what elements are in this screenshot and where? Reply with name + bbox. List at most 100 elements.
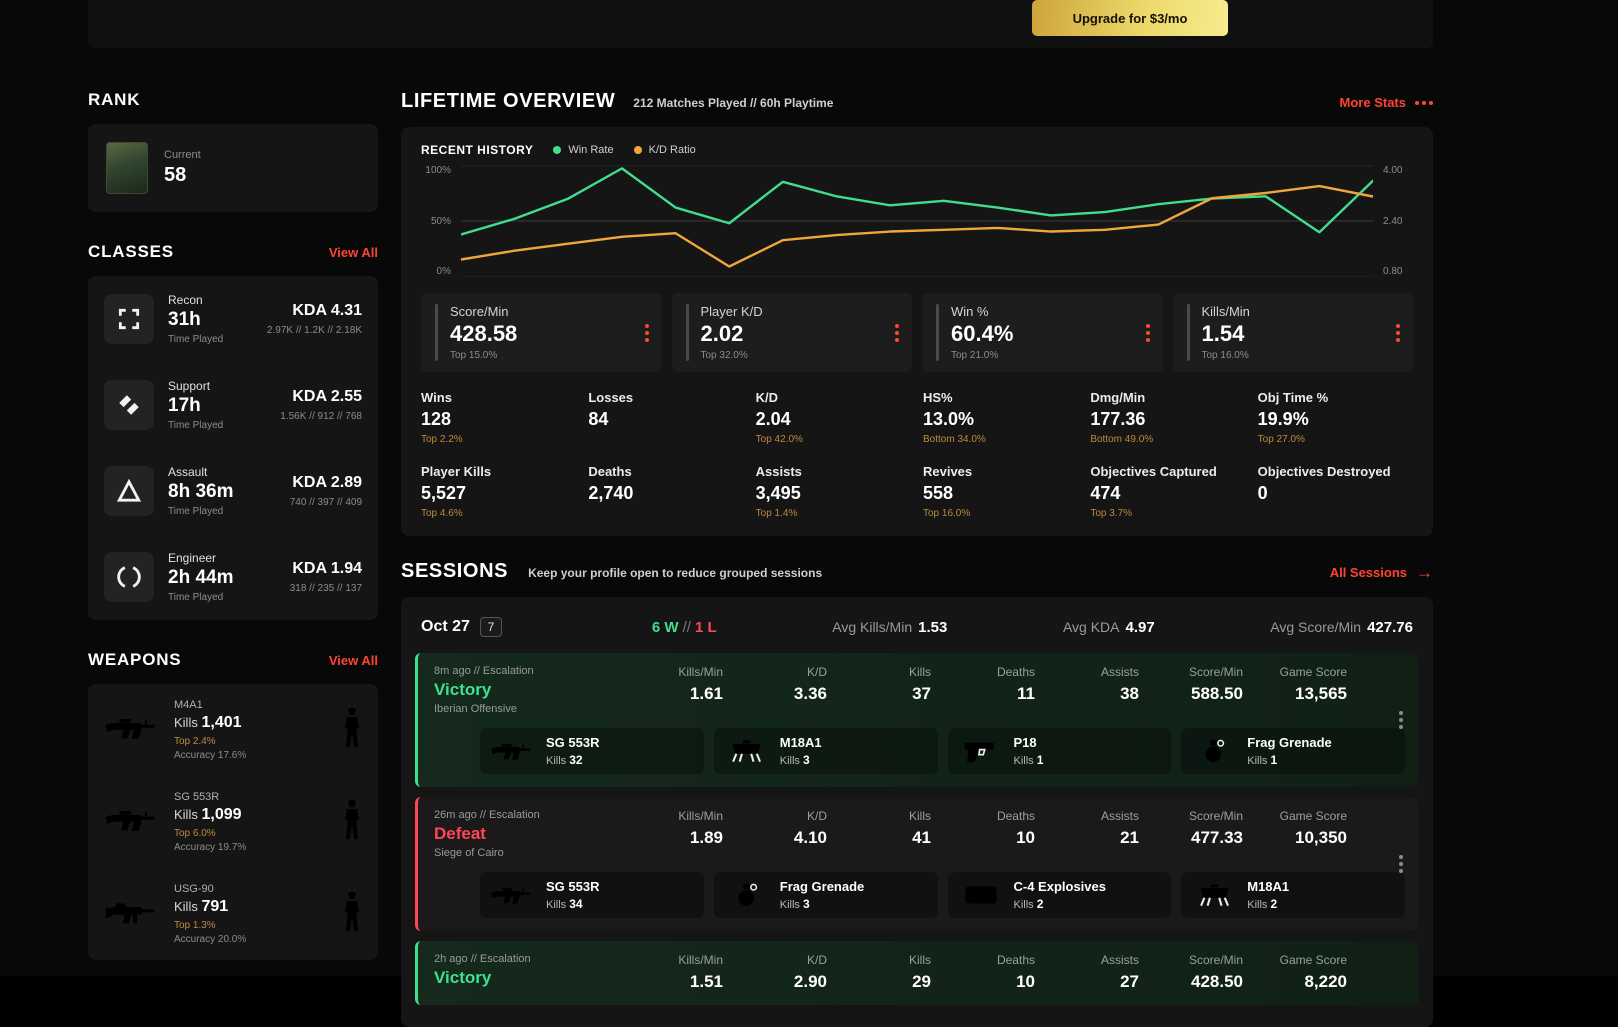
weapon-accuracy: Accuracy 20.0%: [174, 934, 247, 945]
stat-card-score-min[interactable]: Score/Min 428.58 Top 15.0%: [421, 293, 662, 372]
weapon-row-m4a1[interactable]: M4A1 Kills 1,401 Top 2.4% Accuracy 17.6%: [88, 684, 378, 776]
kda-detail: 318 // 235 // 137: [289, 583, 362, 594]
stat-percentile: Top 21.0%: [951, 350, 999, 361]
stat-label: Score/Min: [1188, 665, 1243, 679]
weapon-name: M18A1: [1247, 879, 1290, 894]
weapon-row-usg90[interactable]: USG-90 Kills 791 Top 1.3% Accuracy 20.0%: [88, 868, 378, 960]
avg-kills-min: Avg Kills/Min 1.53: [832, 618, 948, 636]
stat-value: 477.33: [1191, 828, 1243, 847]
left-axis-tick: 100%: [425, 165, 451, 176]
stat-percentile: Top 16.0%: [1201, 350, 1249, 361]
weapons-view-all-link[interactable]: View All: [328, 652, 378, 668]
session-weapon-chip[interactable]: Frag Grenade Kills 3: [713, 872, 938, 918]
session-weapon-chip[interactable]: Frag Grenade Kills 1: [1181, 728, 1405, 774]
kda-detail: 740 // 397 // 409: [289, 497, 362, 508]
class-time: 2h 44m: [168, 567, 234, 588]
session-weapon-chip[interactable]: M18A1 Kills 2: [1181, 872, 1405, 918]
weapon-name: P18: [1013, 735, 1037, 750]
session-weapon-chip[interactable]: SG 553R Kills 32: [480, 728, 704, 774]
hit-body-icon: [342, 707, 362, 754]
card-menu-icon[interactable]: [895, 323, 899, 342]
session-weapon-chip[interactable]: C-4 Explosives Kills 2: [947, 872, 1172, 918]
weapon-row-sg553r[interactable]: SG 553R Kills 1,099 Top 6.0% Accuracy 19…: [88, 776, 378, 868]
stat-card-win-pct[interactable]: Win % 60.4% Top 21.0%: [922, 293, 1163, 372]
grid-stat-obj-captured: Objectives Captured 474 Top 3.7%: [1090, 464, 1217, 519]
rifle-icon: [490, 882, 536, 908]
top-bar-panel: Upgrade for $3/mo: [88, 0, 1433, 48]
stat-value: 21: [1120, 828, 1139, 847]
kda-label: KDA: [292, 388, 327, 405]
stat-value: 428.58: [450, 321, 518, 346]
stat-label: Assists: [1100, 953, 1139, 967]
weapon-name: C-4 Explosives: [1013, 879, 1107, 894]
session-menu-icon[interactable]: [1399, 855, 1403, 873]
time-played-label: Time Played: [168, 592, 224, 603]
stat-label: Win %: [951, 304, 989, 319]
classes-view-all-link[interactable]: View All: [328, 244, 378, 260]
class-time: 17h: [168, 395, 201, 416]
rank-card[interactable]: Current 58: [88, 124, 378, 212]
stat-label: Kills/Min: [678, 665, 723, 679]
time-played-label: Time Played: [168, 334, 224, 345]
session-result: Victory: [434, 680, 492, 699]
session-row[interactable]: 2h ago // Escalation Victory Kills/Min 1.…: [415, 941, 1419, 1005]
recon-class-icon: [104, 294, 154, 344]
class-row-engineer[interactable]: Engineer 2h 44m Time Played KDA 1.94 318…: [88, 534, 378, 620]
stat-label: Game Score: [1279, 809, 1347, 823]
class-row-assault[interactable]: Assault 8h 36m Time Played KDA 2.89 740 …: [88, 448, 378, 534]
session-menu-icon[interactable]: [1399, 711, 1403, 729]
kills-label: Kills: [174, 807, 198, 822]
recent-history-chart[interactable]: 100% 50% 0% 4.00 2.40 0.80: [421, 165, 1413, 277]
session-map: Siege of Cairo: [434, 847, 504, 859]
sidebar: RANK Current 58 CLASSES View All Recon 3…: [88, 90, 378, 1027]
stat-label: Game Score: [1279, 665, 1347, 679]
grid-stat-wins: Wins 128 Top 2.2%: [421, 390, 463, 445]
stat-value: 1.51: [689, 972, 723, 991]
grid-stat-deaths: Deaths 2,740: [588, 464, 634, 503]
rifle-icon: [490, 738, 536, 764]
session-result: Defeat: [434, 824, 486, 843]
weapon-name: SG 553R: [546, 879, 600, 894]
session-weapon-chip[interactable]: SG 553R Kills 34: [480, 872, 704, 918]
stat-value: 41: [912, 828, 931, 847]
class-time: 31h: [168, 309, 201, 330]
chart-plot-area[interactable]: [461, 165, 1373, 277]
all-sessions-link[interactable]: All Sessions: [1330, 563, 1433, 583]
grid-stat-kd: K/D 2.04 Top 42.0%: [755, 390, 803, 445]
stat-value: 10: [1016, 972, 1035, 991]
weapon-name: M4A1: [174, 699, 203, 711]
session-weapon-chip[interactable]: P18 Kills 1: [947, 728, 1172, 774]
card-menu-icon[interactable]: [644, 323, 649, 342]
stat-card-player-kd[interactable]: Player K/D 2.02 Top 32.0%: [671, 293, 912, 372]
stat-value: 27: [1120, 972, 1139, 991]
upgrade-button[interactable]: Upgrade for $3/mo: [1032, 0, 1228, 36]
weapon-name: SG 553R: [174, 791, 220, 803]
stat-value: 13,565: [1295, 684, 1347, 703]
kda-label: KDA: [292, 474, 327, 491]
card-menu-icon[interactable]: [1396, 323, 1400, 342]
class-name: Engineer: [168, 551, 217, 565]
rifle-icon: [104, 807, 162, 838]
stat-label: Kills: [908, 953, 931, 967]
arrow-right-icon: [1416, 563, 1433, 583]
stat-label: Assists: [1100, 665, 1139, 679]
stat-card-kills-min[interactable]: Kills/Min 1.54 Top 16.0%: [1172, 293, 1413, 372]
claymore-icon: [1191, 882, 1237, 908]
class-row-recon[interactable]: Recon 31h Time Played KDA 4.31 2.97K // …: [88, 276, 378, 362]
weapon-percentile: Top 2.4%: [174, 736, 216, 747]
rank-heading: RANK: [88, 90, 141, 109]
session-weapon-chip[interactable]: M18A1 Kills 3: [713, 728, 938, 774]
stat-value: 29: [912, 972, 931, 991]
lifetime-overview-title: LIFETIME OVERVIEW: [401, 90, 616, 112]
rank-badge-image: [106, 142, 148, 194]
session-count-badge[interactable]: 7: [479, 617, 502, 637]
class-row-support[interactable]: Support 17h Time Played KDA 2.55 1.56K /…: [88, 362, 378, 448]
session-row[interactable]: 26m ago // Escalation Defeat Siege of Ca…: [415, 797, 1419, 931]
stat-value: 11: [1017, 684, 1035, 703]
more-stats-link[interactable]: More Stats: [1340, 95, 1433, 110]
card-menu-icon[interactable]: [1145, 323, 1150, 342]
class-time: 8h 36m: [168, 481, 234, 502]
weapons-heading: WEAPONS: [88, 650, 182, 669]
stat-value: 3.36: [793, 684, 827, 703]
session-row[interactable]: 8m ago // Escalation Victory Iberian Off…: [415, 653, 1419, 787]
